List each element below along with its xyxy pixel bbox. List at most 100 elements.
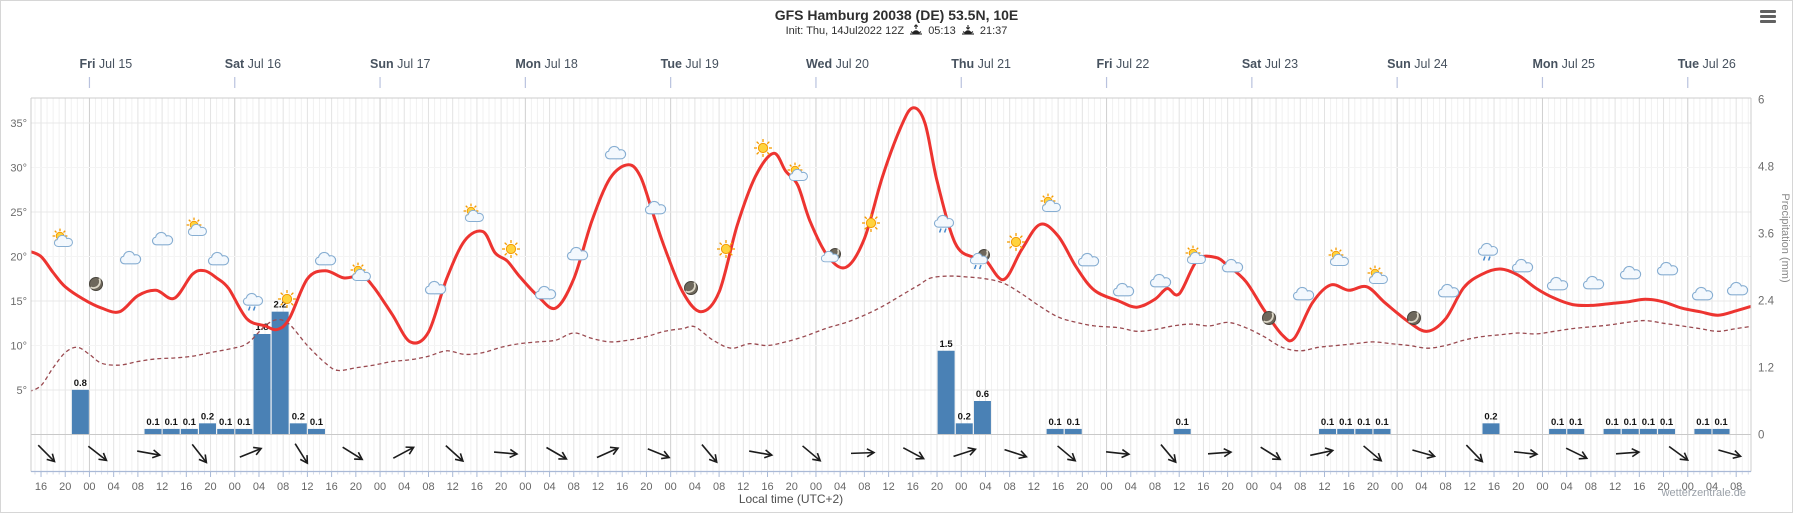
precip-tick-label: 2.4 [1758, 296, 1775, 308]
time-label: 04 [689, 481, 701, 493]
cloud-icon [119, 250, 142, 265]
wind-arrow [1615, 447, 1641, 458]
cloud-icon [424, 280, 447, 295]
day-label: Sun Jul 24 [1387, 57, 1448, 71]
temp-tick-label: 20° [10, 252, 27, 264]
time-label: 04 [1561, 481, 1573, 493]
time-label: 20 [640, 481, 652, 493]
day-label: Fri Jul 15 [79, 57, 133, 71]
time-label: 00 [1391, 481, 1403, 493]
watermark: wetterzentrale.de [1661, 487, 1746, 499]
wind-arrow [87, 445, 108, 462]
time-label: 16 [180, 481, 192, 493]
gridlines [31, 98, 1751, 472]
cloud-icon [1582, 275, 1605, 290]
sun-icon [717, 240, 735, 258]
time-label: 20 [204, 481, 216, 493]
chart-title: GFS Hamburg 20038 (DE) 53.5N, 10E [774, 7, 1019, 23]
sun-icon [862, 214, 880, 232]
time-label: 12 [301, 481, 313, 493]
wind-arrow [701, 444, 718, 464]
wind-arrow [953, 446, 977, 458]
time-label: 08 [1439, 481, 1451, 493]
cloud-icon [566, 246, 589, 261]
time-label: 16 [35, 481, 47, 493]
time-label: 20 [495, 481, 507, 493]
precip-value-label: 0.1 [1176, 417, 1190, 428]
time-label: 20 [350, 481, 362, 493]
wind-arrow [1260, 446, 1282, 461]
time-label: 16 [1488, 481, 1500, 493]
sunrise-icon [910, 24, 923, 35]
time-label: 00 [229, 481, 241, 493]
day-label: Wed Jul 20 [805, 57, 869, 71]
precip-tick-label: 3.6 [1758, 229, 1774, 241]
plot-frame [30, 97, 1752, 473]
cloud-icon [534, 285, 557, 300]
wind-arrow [749, 449, 774, 459]
time-label: 08 [1004, 481, 1016, 493]
time-label: 04 [834, 481, 846, 493]
day-label: Mon Jul 25 [1532, 57, 1595, 71]
precip-value-label: 0.1 [1339, 417, 1353, 428]
precip-bar [1658, 428, 1676, 435]
precip-value-label: 0.1 [1048, 417, 1062, 428]
precip-bar [955, 423, 973, 435]
day-ticks [88, 77, 1689, 88]
time-label: 20 [59, 481, 71, 493]
precip-bar [1355, 428, 1373, 435]
dewpoint-curve [31, 275, 1751, 392]
time-label: 12 [1028, 481, 1040, 493]
cloud-icon [1726, 281, 1749, 296]
sunrise-time: 05:13 [928, 25, 956, 37]
precip-bar [162, 428, 180, 435]
sun-cloud-icon [787, 162, 808, 181]
wind-arrow [1412, 449, 1437, 460]
moon-rain-icon [969, 249, 990, 270]
wind-arrow [1363, 445, 1383, 462]
time-label: 00 [1536, 481, 1548, 493]
time-label: 04 [1125, 481, 1137, 493]
time-label: 12 [447, 481, 459, 493]
precip-bar [271, 311, 289, 435]
temp-tick-label: 30° [10, 163, 27, 175]
precip-value-label: 1.5 [940, 339, 954, 350]
precip-value-label: 0.1 [1660, 417, 1674, 428]
day-labels-row: Fri Jul 15 Sat Jul 16 Sun Jul 17 Mon Jul 18… [1, 57, 1792, 77]
xaxis-title: Local time (UTC+2) [738, 492, 844, 506]
time-label: 08 [1585, 481, 1597, 493]
cloud-icon [207, 251, 230, 266]
day-label: Tue Jul 26 [1677, 57, 1736, 71]
wind-arrow [1668, 445, 1690, 462]
chart-context-menu-button[interactable] [1760, 10, 1778, 24]
precip-bar [235, 428, 253, 435]
precip-value-label: 0.1 [183, 417, 197, 428]
wind-arrow [37, 444, 56, 463]
precip-value-label: 0.1 [1696, 417, 1710, 428]
time-label: 08 [277, 481, 289, 493]
moon-icon [89, 277, 103, 291]
precip-bar [1603, 428, 1621, 435]
wind-arrow [850, 448, 876, 458]
time-label: 16 [1197, 481, 1209, 493]
precip-bar [1549, 428, 1567, 435]
wind-arrow [392, 446, 416, 459]
precip-bar [71, 389, 89, 435]
wind-arrow [137, 449, 162, 459]
precip-value-label: 0.1 [1357, 417, 1371, 428]
wind-arrow [1565, 447, 1589, 460]
wind-arrow [902, 447, 926, 460]
precip-bar [1712, 428, 1730, 435]
time-label: 16 [1633, 481, 1645, 493]
temp-tick-label: 5° [16, 385, 27, 397]
rain-cloud-icon [933, 214, 955, 233]
init-label: Init: Thu, 14Jul2022 12Z [785, 25, 905, 37]
wind-arrow [1004, 448, 1028, 460]
time-label: 00 [955, 481, 967, 493]
time-label: 20 [1222, 481, 1234, 493]
precip-bar [1064, 428, 1082, 435]
precip-bar [199, 423, 216, 435]
moon-icon [1262, 311, 1276, 325]
time-label: 16 [471, 481, 483, 493]
